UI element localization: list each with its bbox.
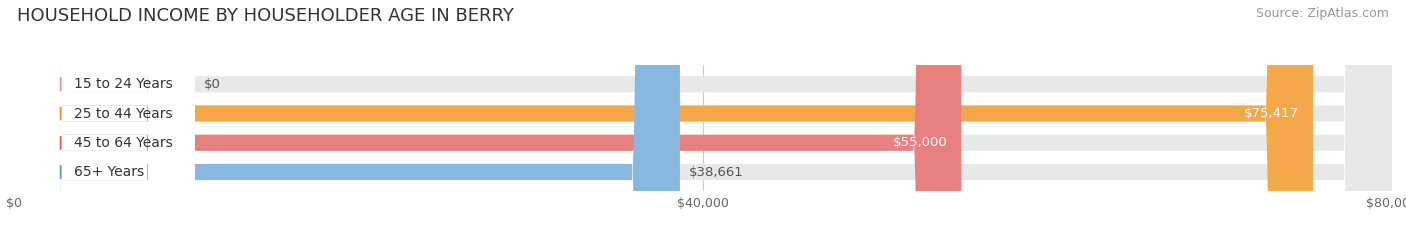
- FancyBboxPatch shape: [14, 0, 195, 233]
- Text: Source: ZipAtlas.com: Source: ZipAtlas.com: [1256, 7, 1389, 20]
- FancyBboxPatch shape: [14, 0, 195, 233]
- FancyBboxPatch shape: [14, 0, 681, 233]
- FancyBboxPatch shape: [14, 0, 195, 233]
- Text: 65+ Years: 65+ Years: [75, 165, 145, 179]
- Text: 25 to 44 Years: 25 to 44 Years: [75, 106, 173, 120]
- FancyBboxPatch shape: [14, 0, 1392, 233]
- Text: HOUSEHOLD INCOME BY HOUSEHOLDER AGE IN BERRY: HOUSEHOLD INCOME BY HOUSEHOLDER AGE IN B…: [17, 7, 513, 25]
- FancyBboxPatch shape: [14, 0, 1392, 233]
- Text: $75,417: $75,417: [1244, 107, 1299, 120]
- Text: $38,661: $38,661: [689, 165, 744, 178]
- Text: $0: $0: [204, 78, 221, 91]
- FancyBboxPatch shape: [14, 0, 962, 233]
- Text: 15 to 24 Years: 15 to 24 Years: [75, 77, 173, 91]
- Text: $55,000: $55,000: [893, 136, 948, 149]
- FancyBboxPatch shape: [14, 0, 1313, 233]
- FancyBboxPatch shape: [14, 0, 1392, 233]
- FancyBboxPatch shape: [14, 0, 1392, 233]
- FancyBboxPatch shape: [14, 0, 195, 233]
- Text: 45 to 64 Years: 45 to 64 Years: [75, 136, 173, 150]
